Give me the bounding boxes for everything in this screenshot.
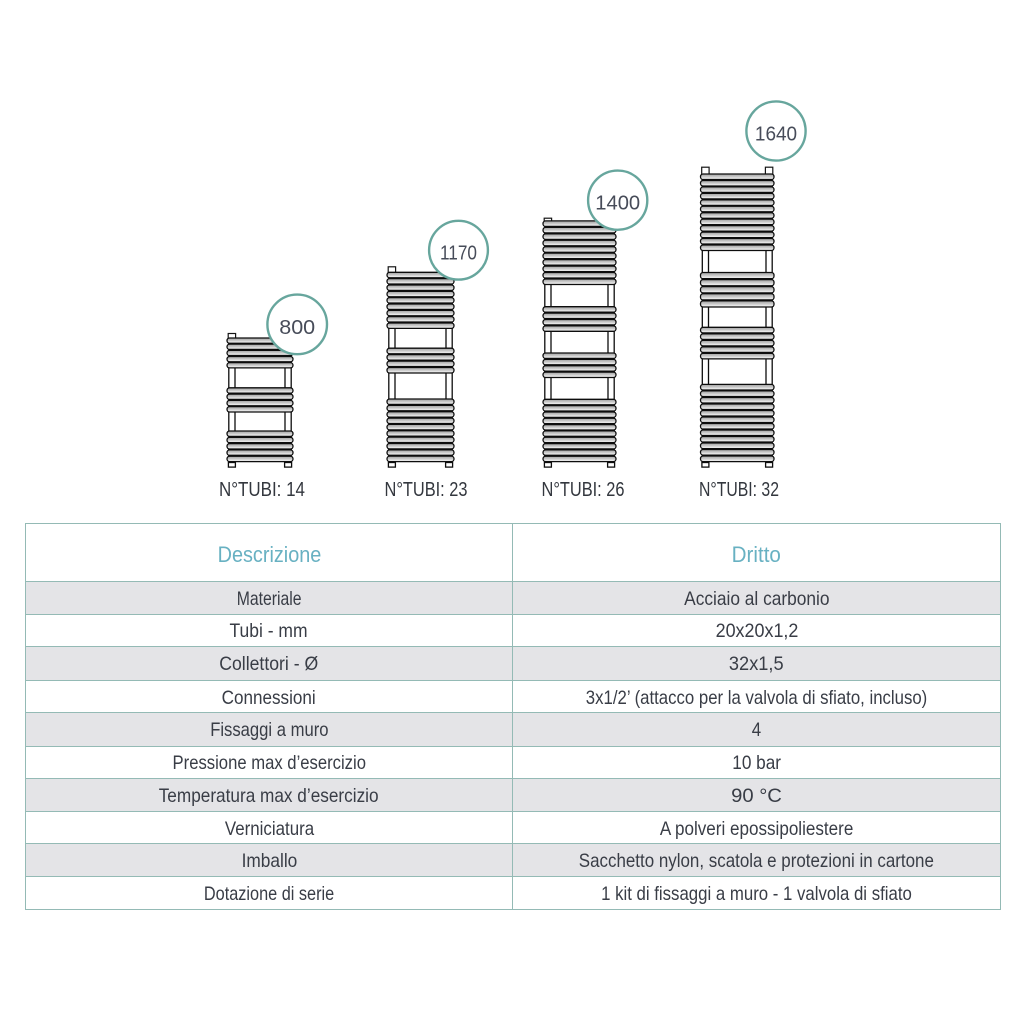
svg-text:1400: 1400 bbox=[595, 193, 640, 215]
svg-text:1170: 1170 bbox=[440, 241, 477, 264]
svg-text:1640: 1640 bbox=[755, 123, 797, 146]
svg-text:800: 800 bbox=[279, 317, 315, 339]
